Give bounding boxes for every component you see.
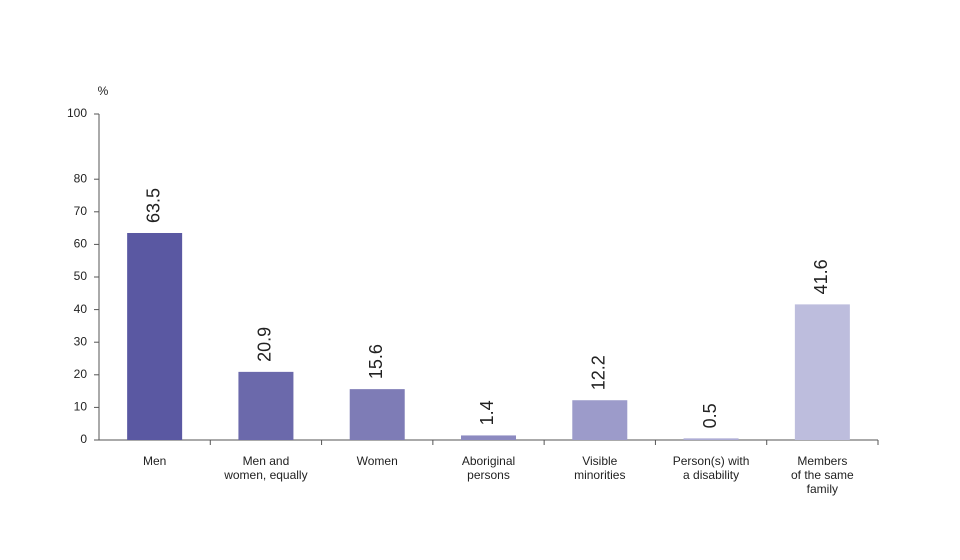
x-tick-label: Aboriginal persons [461, 454, 516, 482]
y-tick-label: 60 [74, 237, 88, 251]
y-tick-label: 80 [74, 171, 88, 185]
bar [572, 400, 628, 440]
bar [461, 435, 516, 440]
bar [349, 389, 405, 440]
x-tick-label: Women [356, 454, 398, 468]
y-tick-label: 50 [74, 269, 88, 283]
value-label: 1.4 [477, 400, 497, 425]
bar [683, 438, 739, 440]
value-label: 41.6 [811, 259, 831, 294]
y-tick-label: 20 [74, 367, 88, 381]
x-tick-label: Visible minorities [574, 454, 626, 482]
y-tick-label: 0 [80, 432, 87, 446]
y-tick-label: 100 [67, 106, 87, 120]
value-label: 20.9 [255, 327, 275, 362]
y-tick-label: 30 [74, 334, 88, 348]
x-tick-label: Members of the same family [790, 454, 854, 496]
y-tick-label: 70 [74, 204, 88, 218]
value-label: 0.5 [700, 403, 720, 428]
value-label: 12.2 [589, 355, 609, 390]
value-label: 15.6 [366, 344, 386, 379]
y-tick-label: 10 [74, 400, 88, 414]
x-tick-label: Person(s) with a disability [672, 454, 750, 482]
value-label: 63.5 [143, 188, 163, 223]
x-tick-label: Men [142, 454, 167, 468]
x-tick-label: Men and women, equally [224, 454, 308, 482]
y-tick-label: 40 [74, 302, 88, 316]
bar [238, 371, 294, 440]
bar [127, 232, 183, 440]
bar [794, 304, 850, 440]
y-axis-label: % [98, 84, 109, 98]
